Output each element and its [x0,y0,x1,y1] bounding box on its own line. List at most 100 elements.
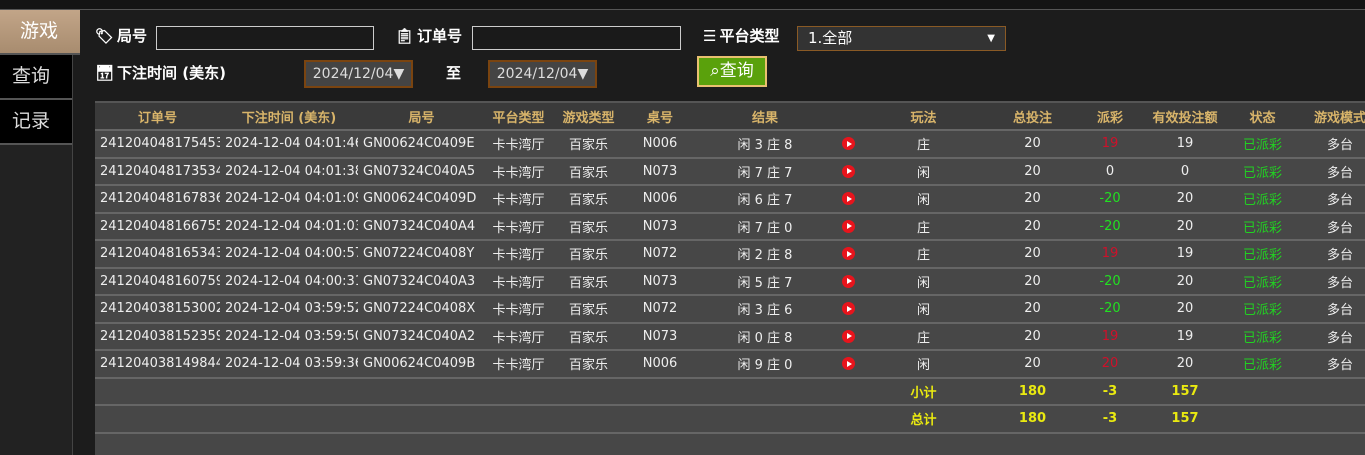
column-header[interactable]: 派彩 [1080,103,1140,131]
play-video-icon[interactable] [842,219,855,233]
replay-cell [835,350,862,379]
table-cell: 241204048167836 [95,185,220,214]
table-cell: 2024-12-04 03:59:50 [220,322,358,351]
replay-cell [835,267,862,296]
column-header[interactable]: 总投注 [985,103,1080,131]
table-cell: 多台 [1295,157,1365,186]
table-cell: 多台 [1295,130,1365,159]
sidebar-item-query[interactable]: 查询 [0,55,72,100]
table-cell: 闲 0 庄 8 [695,322,835,351]
table-cell: 180 [985,377,1080,406]
column-header[interactable]: 下注时间 (美东) [220,103,358,131]
date-from-picker[interactable]: 2024/12/04▼ [304,60,413,88]
table-cell: 已派彩 [1230,295,1295,324]
table-cell: 闲 6 庄 7 [695,185,835,214]
table-cell: N072 [625,295,695,324]
table-cell: 20 [985,185,1080,214]
time-label-text: 下注时间 (美东) [117,64,226,82]
sidebar: 游戏 查询 记录 [0,10,80,455]
table-cell [552,377,625,406]
column-header[interactable]: 平台类型 [485,103,552,131]
table-cell: 20 [985,212,1080,241]
play-video-icon[interactable] [842,137,855,151]
table-cell: 多台 [1295,240,1365,269]
table-cell: 闲 [862,295,985,324]
replay-cell [835,295,862,324]
round-label: 🏷︎ 局号 [95,25,147,46]
column-header[interactable]: 结果 [695,103,835,131]
table-cell: 百家乐 [552,267,625,296]
table-cell: 闲 3 庄 6 [695,295,835,324]
table-cell: 多台 [1295,350,1365,379]
table-cell [835,405,862,434]
play-video-icon[interactable] [842,164,855,178]
table-cell: 2024-12-04 03:59:36 [220,350,358,379]
table-cell [95,377,220,406]
table-cell: N073 [625,157,695,186]
table-cell: 241204048165343 [95,240,220,269]
table-cell: -20 [1080,295,1140,324]
column-header[interactable]: 桌号 [625,103,695,131]
table-cell: 闲 9 庄 0 [695,350,835,379]
table-cell: 157 [1140,405,1230,434]
column-header[interactable]: 游戏类型 [552,103,625,131]
play-video-icon[interactable] [842,247,855,261]
column-header[interactable]: 状态 [1230,103,1295,131]
table-cell: 百家乐 [552,350,625,379]
column-header[interactable]: 局号 [358,103,485,131]
table-cell: 19 [1140,322,1230,351]
order-label: 📋︎ 订单号 [395,25,462,46]
table-row: 241204048167836 2024-12-04 04:01:09 GN0062… [95,185,1365,214]
table-cell: GN07224C0408Y [358,240,485,269]
column-header[interactable]: 订单号 [95,103,220,131]
table-cell: 已派彩 [1230,350,1295,379]
column-header[interactable] [835,103,862,131]
table-cell: 庄 [862,130,985,159]
table-cell: 241204038153002 [95,295,220,324]
list-icon: ☰ [703,26,717,45]
table-cell: GN07324C040A4 [358,212,485,241]
table-cell: 19 [1140,130,1230,159]
play-video-icon[interactable] [842,302,855,316]
column-header[interactable]: 游戏模式 [1295,103,1365,131]
query-button[interactable]: ⌕查询 [697,56,767,87]
play-video-icon[interactable] [842,329,855,343]
table-cell: GN07224C0408X [358,295,485,324]
table-cell: -3 [1080,405,1140,434]
table-row: 241204048173534 2024-12-04 04:01:38 GN0732… [95,157,1365,186]
table-cell [485,377,552,406]
platform-select[interactable]: 1.全部 ▼ [797,26,1006,51]
order-input[interactable] [472,26,681,50]
table-cell: 百家乐 [552,295,625,324]
table-cell: 2024-12-04 03:59:52 [220,295,358,324]
table-cell: 20 [1140,212,1230,241]
replay-cell [835,157,862,186]
table-cell: 20 [985,130,1080,159]
round-input[interactable] [156,26,374,50]
table-cell [1295,405,1365,434]
table-cell: 157 [1140,377,1230,406]
table-cell: N006 [625,185,695,214]
play-video-icon[interactable] [842,357,855,371]
sidebar-item-game[interactable]: 游戏 [0,10,80,55]
date-to-picker[interactable]: 2024/12/04▼ [488,60,597,88]
replay-cell [835,240,862,269]
column-header[interactable]: 有效投注额 [1140,103,1230,131]
table-cell: 已派彩 [1230,185,1295,214]
table-cell: 卡卡湾厅 [485,130,552,159]
play-video-icon[interactable] [842,274,855,288]
table-cell: N073 [625,267,695,296]
table-cell: 20 [1140,267,1230,296]
table-row: 241204038152359 2024-12-04 03:59:50 GN0732… [95,322,1365,351]
table-cell: 百家乐 [552,157,625,186]
table-cell: 闲 2 庄 8 [695,240,835,269]
sidebar-item-records[interactable]: 记录 [0,100,72,145]
column-header[interactable]: 玩法 [862,103,985,131]
platform-label-text: 平台类型 [719,27,780,45]
play-video-icon[interactable] [842,192,855,206]
table-cell: 20 [1140,350,1230,379]
table-cell: -20 [1080,185,1140,214]
table-row: 241204048160759 2024-12-04 04:00:31 GN0732… [95,267,1365,296]
query-button-label: 查询 [719,61,754,81]
table-cell: 卡卡湾厅 [485,157,552,186]
